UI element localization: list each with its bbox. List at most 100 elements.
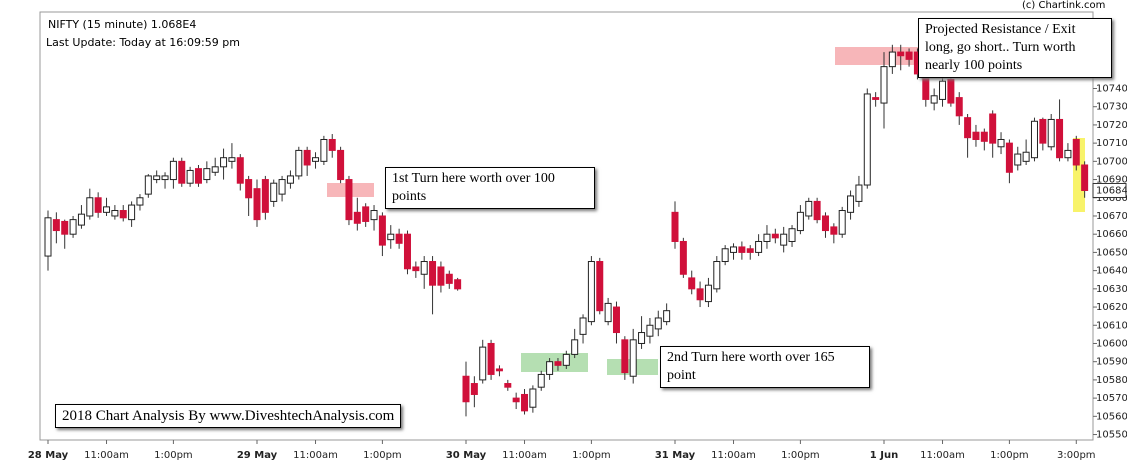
y-tick-label: 10640 [1096, 266, 1127, 277]
candle-body [86, 197, 94, 217]
candle-body [487, 342, 495, 375]
candle-body [863, 93, 871, 186]
candle-body [654, 317, 662, 330]
candle-body [295, 149, 303, 177]
candle-body [521, 393, 529, 412]
candle-body [119, 210, 127, 219]
candle-body [462, 375, 470, 403]
candle-body [980, 131, 988, 142]
candle-body [1014, 153, 1022, 166]
candle-body [1039, 118, 1047, 144]
y-tick-label: 10550 [1096, 430, 1127, 441]
y-tick-label: 10650 [1096, 247, 1127, 258]
candle-body [730, 246, 738, 253]
candle-body [821, 215, 829, 232]
x-tick-label: 11:00am [293, 450, 338, 461]
candle-body [847, 195, 855, 213]
candle-body [1022, 151, 1030, 162]
candle-body [437, 266, 445, 286]
candle-body [704, 284, 712, 303]
candle-body [1047, 118, 1055, 148]
candle-body [429, 261, 437, 286]
candle-body [362, 206, 370, 222]
candle-body [479, 346, 487, 381]
x-tick-label: 28 May [28, 450, 69, 461]
candle-body [136, 197, 144, 206]
candle-body [596, 261, 604, 312]
y-tick-label: 10670 [1096, 211, 1127, 222]
candle-body [128, 204, 136, 221]
candle-body [638, 332, 646, 344]
candle-body [788, 228, 796, 242]
candle-body [470, 383, 478, 395]
x-tick-label: 1:00pm [990, 450, 1029, 461]
x-tick-label: 3:00pm [1057, 450, 1096, 461]
y-tick-label: 10570 [1096, 393, 1127, 404]
x-tick-label: 31 May [655, 450, 696, 461]
candle-body [228, 157, 236, 162]
candle-body [571, 339, 579, 355]
candle-body [796, 211, 804, 232]
candle-body [997, 138, 1005, 148]
candle-body [203, 168, 211, 181]
x-tick-label: 1:00pm [572, 450, 611, 461]
candle-body [286, 175, 294, 184]
y-tick-label: 10580 [1096, 375, 1127, 386]
candle-body [604, 302, 612, 323]
y-tick-label: 10740 [1096, 83, 1127, 94]
annotation: 1st Turn here worth over 100 points [385, 167, 595, 209]
candle-body [194, 168, 202, 184]
candle-body [529, 388, 537, 408]
candle-body [872, 97, 880, 100]
candle-body [320, 138, 328, 162]
candle-body [245, 179, 253, 199]
candle-body [537, 373, 545, 388]
x-tick-label: 11:00am [84, 450, 129, 461]
candle-body [838, 210, 846, 235]
candle-body [153, 175, 161, 181]
candle-body [972, 131, 980, 140]
candle-body [930, 95, 938, 104]
y-tick-label: 10710 [1096, 138, 1127, 149]
y-tick-label: 10700 [1096, 156, 1127, 167]
x-tick-label: 30 May [446, 450, 487, 461]
candle-body [328, 138, 336, 151]
candle-body [186, 169, 194, 184]
x-tick-label: 1:00pm [363, 450, 402, 461]
candle-body [755, 240, 763, 253]
candle-body [947, 78, 955, 104]
chart-title: NIFTY (15 minute) 1.068E4 [48, 18, 197, 31]
candle-body [69, 219, 77, 235]
candle-body [989, 113, 997, 144]
last-price-box [1092, 182, 1127, 198]
candle-body [905, 51, 913, 60]
candle-body [353, 211, 361, 224]
candle-body [211, 166, 219, 173]
candle-body [44, 217, 52, 257]
x-tick-label: 11:00am [502, 450, 547, 461]
candle-body [612, 306, 620, 334]
watermark: 2018 Chart Analysis By www.DiveshtechAna… [55, 404, 402, 428]
y-tick-label: 10630 [1096, 284, 1127, 295]
candle-body [253, 188, 261, 221]
candle-body [663, 310, 671, 323]
candle-body [504, 383, 512, 388]
candle-body [278, 179, 286, 195]
candle-body [345, 179, 353, 221]
candle-body [395, 233, 403, 244]
x-tick-label: 1:00pm [781, 450, 820, 461]
annotation: Projected Resistance / Exit long, go sho… [918, 18, 1112, 78]
candle-body [378, 215, 386, 246]
y-tick-label: 10730 [1096, 102, 1127, 113]
candle-body [1030, 120, 1038, 159]
candle-body [546, 361, 554, 375]
candle-body [780, 233, 788, 246]
annotation: 2nd Turn here worth over 165 point [660, 346, 870, 388]
x-tick-label: 1:00pm [154, 450, 193, 461]
candle-body [454, 279, 462, 290]
candle-body [830, 226, 838, 235]
candle-body [746, 248, 754, 253]
candle-body [387, 233, 395, 241]
candle-body [738, 246, 746, 253]
